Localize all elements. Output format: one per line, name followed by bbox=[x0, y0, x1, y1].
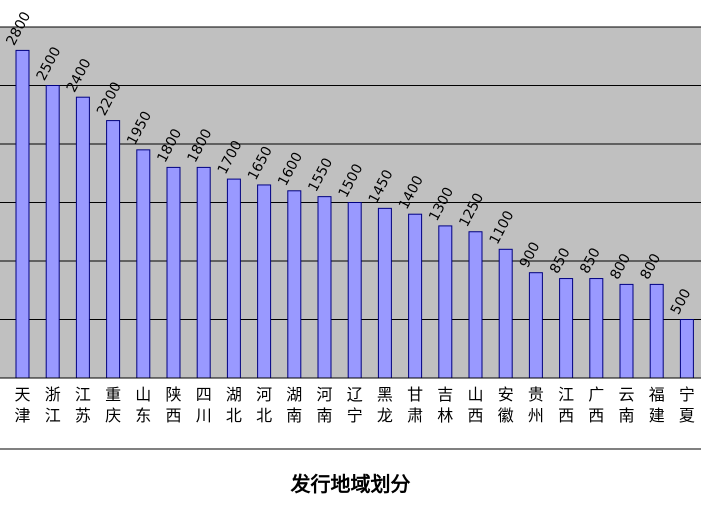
category-label: 重庆 bbox=[105, 385, 121, 425]
bar-湖南 bbox=[287, 190, 302, 379]
category-label: 福建 bbox=[649, 385, 665, 425]
category-labels: 天津浙江江苏重庆山东陕西四川湖北河北湖南河南辽宁黑龙甘肃吉林山西安徽贵州江西广西… bbox=[14, 385, 694, 425]
category-char: 湖 bbox=[286, 385, 302, 404]
category-char: 肃 bbox=[407, 406, 423, 425]
bar-甘肃 bbox=[408, 213, 423, 379]
bar-天津 bbox=[15, 49, 30, 379]
category-char: 贵 bbox=[528, 385, 544, 404]
category-label: 浙江 bbox=[45, 385, 61, 425]
bar-河南 bbox=[317, 196, 332, 379]
category-char: 建 bbox=[649, 406, 665, 425]
category-char: 江 bbox=[558, 385, 574, 404]
category-char: 湖 bbox=[226, 385, 242, 404]
category-char: 南 bbox=[286, 406, 302, 425]
category-label: 天津 bbox=[14, 385, 30, 425]
category-label: 山西 bbox=[467, 385, 483, 425]
category-char: 州 bbox=[528, 406, 544, 425]
category-label: 四川 bbox=[196, 385, 212, 425]
category-char: 东 bbox=[135, 406, 151, 425]
category-char: 黑 bbox=[377, 385, 393, 404]
category-char: 西 bbox=[558, 406, 574, 425]
category-char: 广 bbox=[588, 385, 604, 404]
bar-贵州 bbox=[528, 272, 543, 379]
category-char: 宁 bbox=[347, 406, 363, 425]
category-char: 天 bbox=[14, 385, 30, 404]
category-char: 西 bbox=[165, 406, 181, 425]
bar-安徽 bbox=[498, 248, 513, 379]
category-char: 河 bbox=[256, 385, 272, 404]
category-char: 北 bbox=[256, 406, 272, 425]
category-label: 山东 bbox=[135, 385, 151, 425]
bar-云南 bbox=[619, 283, 634, 379]
category-label: 陕西 bbox=[165, 385, 181, 425]
category-label: 湖南 bbox=[286, 385, 302, 425]
bar-山西 bbox=[468, 231, 483, 379]
category-char: 津 bbox=[14, 406, 30, 425]
category-label: 广西 bbox=[588, 385, 604, 425]
bar-辽宁 bbox=[347, 202, 362, 379]
category-label: 江西 bbox=[558, 385, 574, 425]
x-axis-title: 发行地域划分 bbox=[290, 472, 411, 496]
category-char: 四 bbox=[196, 385, 212, 404]
category-label: 甘肃 bbox=[407, 385, 423, 425]
bar-浙江 bbox=[45, 85, 60, 379]
category-label: 江苏 bbox=[75, 385, 91, 425]
bar-吉林 bbox=[438, 225, 453, 379]
category-char: 安 bbox=[498, 385, 514, 404]
category-char: 山 bbox=[135, 385, 151, 404]
category-char: 林 bbox=[437, 406, 453, 425]
bar-重庆 bbox=[106, 120, 121, 379]
category-char: 河 bbox=[316, 385, 332, 404]
category-char: 江 bbox=[45, 406, 61, 425]
bar-江苏 bbox=[75, 96, 90, 379]
category-char: 庆 bbox=[105, 406, 121, 425]
category-label: 云南 bbox=[618, 385, 634, 425]
category-label: 河南 bbox=[316, 385, 332, 425]
category-char: 陕 bbox=[165, 385, 181, 404]
category-char: 福 bbox=[649, 385, 665, 404]
category-char: 江 bbox=[75, 385, 91, 404]
bars bbox=[15, 49, 694, 379]
bar-河北 bbox=[257, 184, 272, 379]
category-char: 龙 bbox=[377, 406, 393, 425]
category-char: 南 bbox=[618, 406, 634, 425]
category-label: 黑龙 bbox=[377, 385, 393, 425]
bar-山东 bbox=[136, 149, 151, 379]
category-char: 浙 bbox=[45, 385, 61, 404]
category-char: 北 bbox=[226, 406, 242, 425]
category-char: 徽 bbox=[498, 406, 514, 425]
category-char: 吉 bbox=[437, 385, 453, 404]
category-label: 宁夏 bbox=[679, 385, 695, 425]
category-char: 宁 bbox=[679, 385, 695, 404]
bar-广西 bbox=[589, 278, 604, 379]
category-label: 河北 bbox=[256, 385, 272, 425]
bar-四川 bbox=[196, 166, 211, 379]
bar-福建 bbox=[649, 283, 664, 379]
category-char: 西 bbox=[588, 406, 604, 425]
category-char: 辽 bbox=[347, 385, 363, 404]
category-char: 南 bbox=[316, 406, 332, 425]
category-char: 苏 bbox=[75, 406, 91, 425]
category-char: 云 bbox=[618, 385, 634, 404]
bar-陕西 bbox=[166, 166, 181, 379]
category-char: 夏 bbox=[679, 406, 695, 425]
category-char: 甘 bbox=[407, 385, 423, 404]
category-char: 西 bbox=[467, 406, 483, 425]
category-char: 重 bbox=[105, 385, 121, 404]
category-label: 吉林 bbox=[437, 385, 453, 425]
category-char: 川 bbox=[196, 406, 212, 425]
category-label: 贵州 bbox=[528, 385, 544, 425]
bar-宁夏 bbox=[679, 319, 694, 379]
category-label: 湖北 bbox=[226, 385, 242, 425]
bar-湖北 bbox=[226, 178, 241, 379]
bar-黑龙 bbox=[377, 207, 392, 379]
bar-江西 bbox=[559, 278, 574, 379]
category-char: 山 bbox=[467, 385, 483, 404]
category-label: 安徽 bbox=[498, 385, 514, 425]
category-label: 辽宁 bbox=[347, 385, 363, 425]
